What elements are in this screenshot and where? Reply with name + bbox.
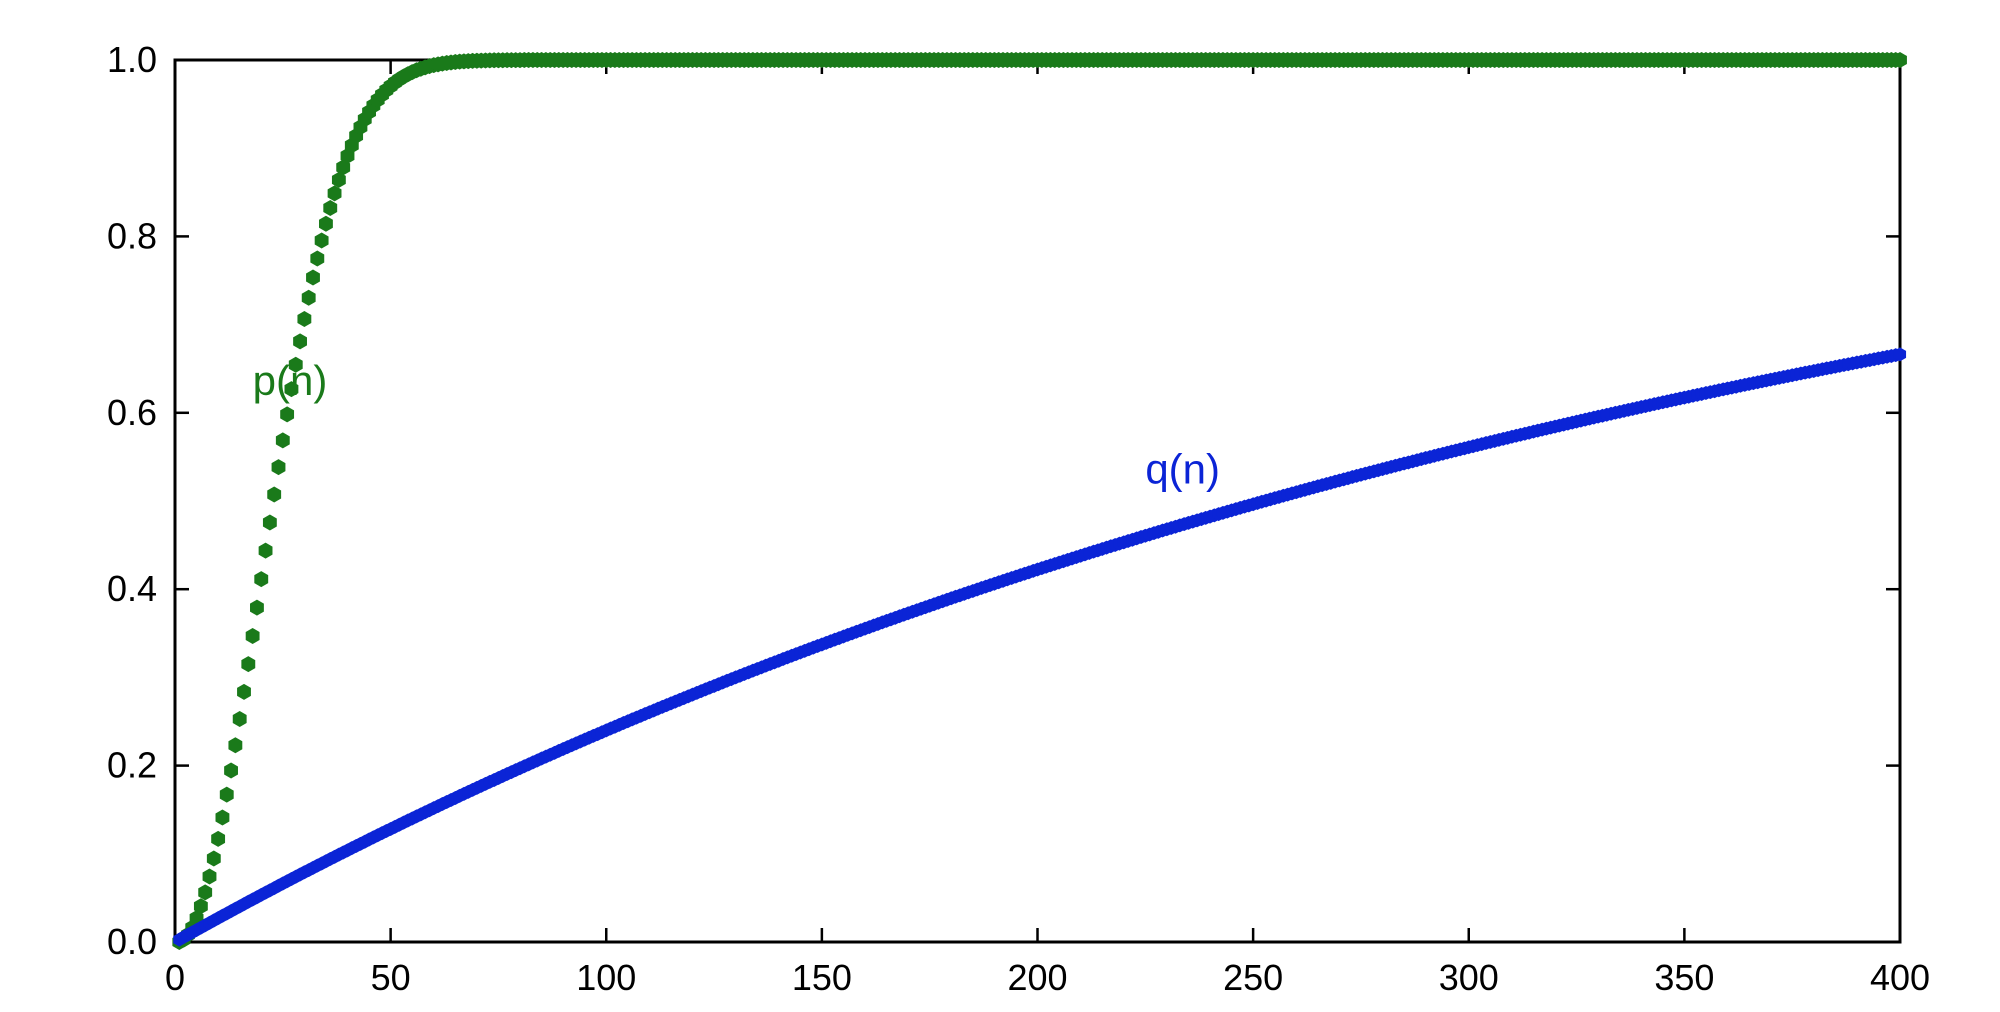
x-tick-label: 100 bbox=[576, 957, 636, 998]
x-tick-label: 250 bbox=[1223, 957, 1283, 998]
x-tick-label: 200 bbox=[1007, 957, 1067, 998]
x-tick-label: 0 bbox=[165, 957, 185, 998]
series-label-p(n): p(n) bbox=[253, 357, 328, 404]
x-tick-label: 150 bbox=[792, 957, 852, 998]
chart-container: 0 50 100 150 200 250 300 350 400 0.0 0.2 0.4 0.6 0.8 1… bbox=[0, 0, 2000, 1012]
y-tick-label: 0.0 bbox=[107, 921, 157, 962]
y-tick-label: 0.2 bbox=[107, 745, 157, 786]
x-tick-label: 300 bbox=[1439, 957, 1499, 998]
y-tick-label: 0.6 bbox=[107, 392, 157, 433]
y-tick-label: 0.4 bbox=[107, 568, 157, 609]
probability-chart: 0 50 100 150 200 250 300 350 400 0.0 0.2 0.4 0.6 0.8 1… bbox=[0, 0, 2000, 1012]
x-tick-label: 50 bbox=[371, 957, 411, 998]
y-tick-label: 0.8 bbox=[107, 215, 157, 256]
series-label-q(n): q(n) bbox=[1145, 445, 1220, 492]
x-tick-label: 350 bbox=[1654, 957, 1714, 998]
y-tick-label: 1.0 bbox=[107, 39, 157, 80]
chart-background bbox=[0, 0, 2000, 1012]
x-tick-label: 400 bbox=[1870, 957, 1930, 998]
